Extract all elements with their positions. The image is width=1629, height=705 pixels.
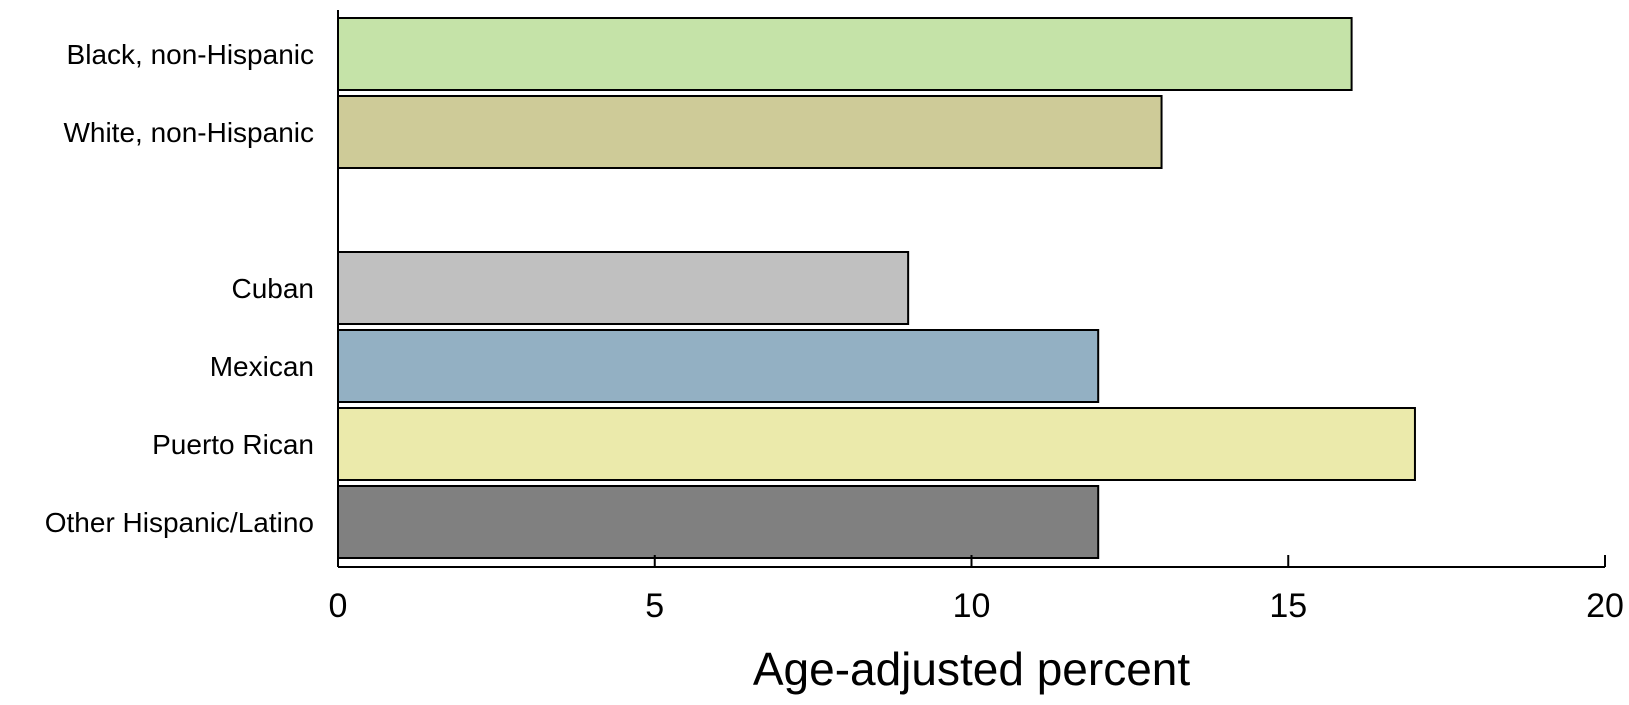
x-tick-label: 5 (645, 587, 664, 625)
bars-group (337, 17, 1416, 559)
category-label: Puerto Rican (152, 429, 314, 460)
bar-cuban (337, 251, 910, 325)
bar-white-non-hispanic (337, 95, 1163, 169)
x-axis-title: Age-adjusted percent (753, 643, 1191, 695)
x-tick-label: 0 (329, 587, 348, 625)
category-label: Mexican (210, 351, 314, 382)
bar-puerto-rican (337, 407, 1416, 481)
category-labels: Black, non-Hispanic White, non-Hispanic Cu… (45, 39, 314, 538)
category-label: Other Hispanic/Latino (45, 507, 314, 538)
x-tick-label: 10 (953, 587, 991, 625)
bar-other-hispanic-latino (337, 485, 1100, 559)
bar-black-non-hispanic (337, 17, 1353, 91)
category-label: White, non-Hispanic (63, 117, 314, 148)
x-tick-label: 15 (1269, 587, 1307, 625)
bar-mexican (337, 329, 1100, 403)
category-label: Black, non-Hispanic (67, 39, 314, 70)
x-ticks: 0 5 10 15 20 (329, 555, 1624, 625)
x-tick-label: 20 (1586, 587, 1624, 625)
category-label: Cuban (231, 273, 314, 304)
